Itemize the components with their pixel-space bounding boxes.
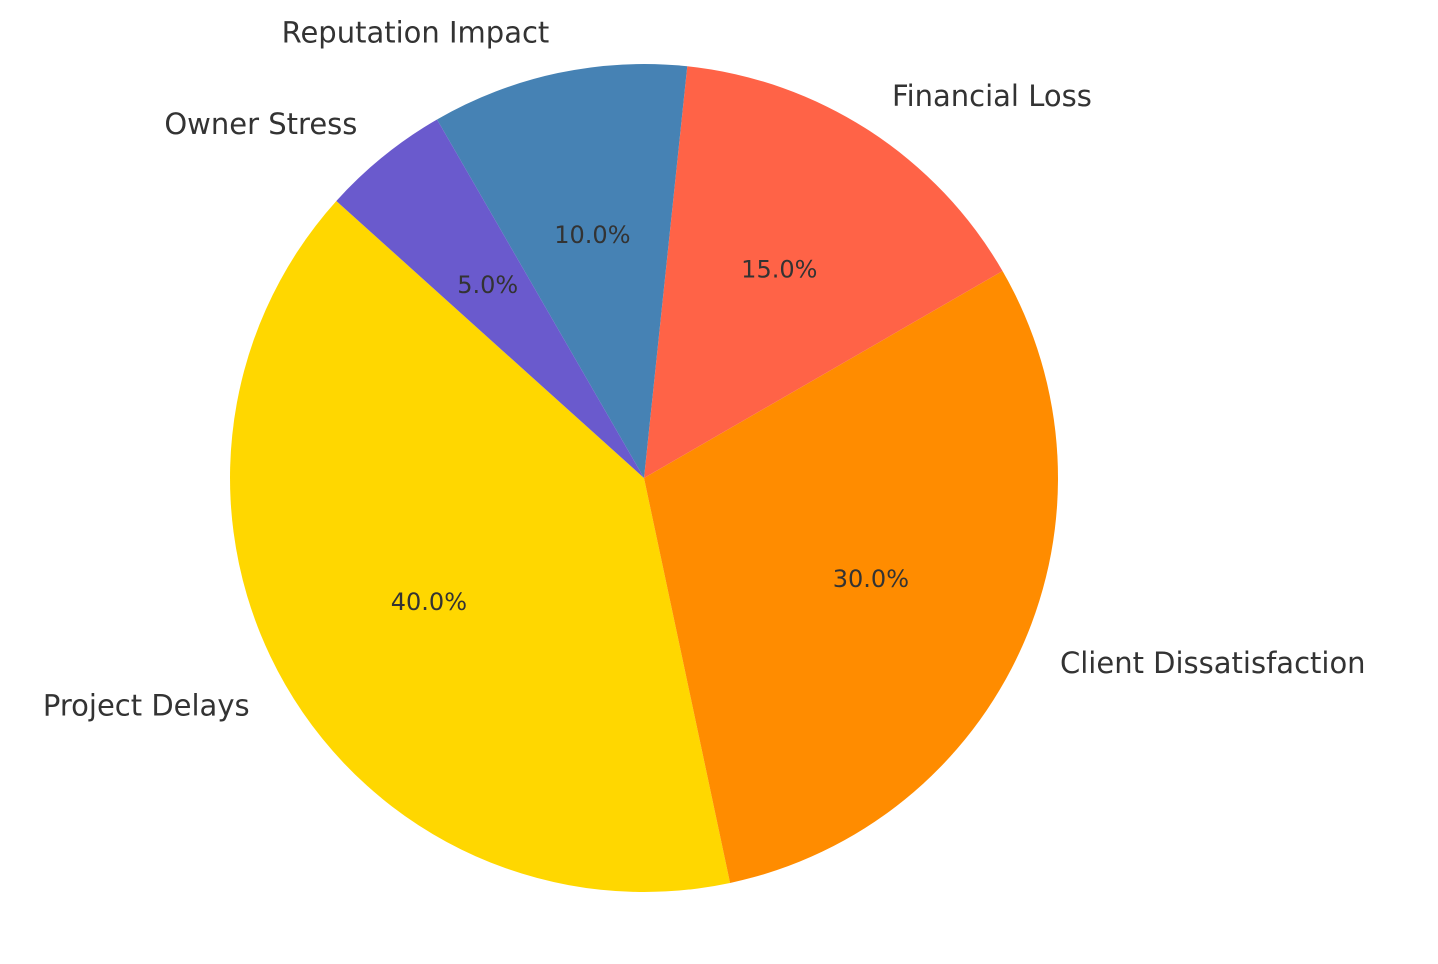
slice-percent-financial-loss: 15.0% (741, 256, 817, 284)
slice-label-financial-loss: Financial Loss (892, 79, 1092, 113)
slice-label-owner-stress: Owner Stress (164, 107, 357, 141)
slice-percent-reputation-impact: 10.0% (554, 221, 630, 249)
slice-percent-owner-stress: 5.0% (457, 271, 518, 299)
pie-slice-reputation-impact (437, 64, 688, 479)
pie-slice-financial-loss (644, 66, 1003, 479)
slice-label-client-dissatisfaction: Client Dissatisfaction (1060, 646, 1366, 680)
slice-label-project-delays: Project Delays (43, 689, 250, 723)
slice-label-reputation-impact: Reputation Impact (282, 16, 550, 50)
labels-layer: Project Delays 40.0% Client Dissatisfactio… (43, 16, 1366, 723)
slice-percent-project-delays: 40.0% (391, 588, 467, 616)
pie-slice-project-delays (230, 200, 731, 892)
pie-slice-owner-stress (336, 119, 644, 478)
pie-slice-client-dissatisfaction (644, 271, 1058, 883)
slice-percent-client-dissatisfaction: 30.0% (833, 565, 909, 593)
slices-layer (230, 64, 1058, 892)
